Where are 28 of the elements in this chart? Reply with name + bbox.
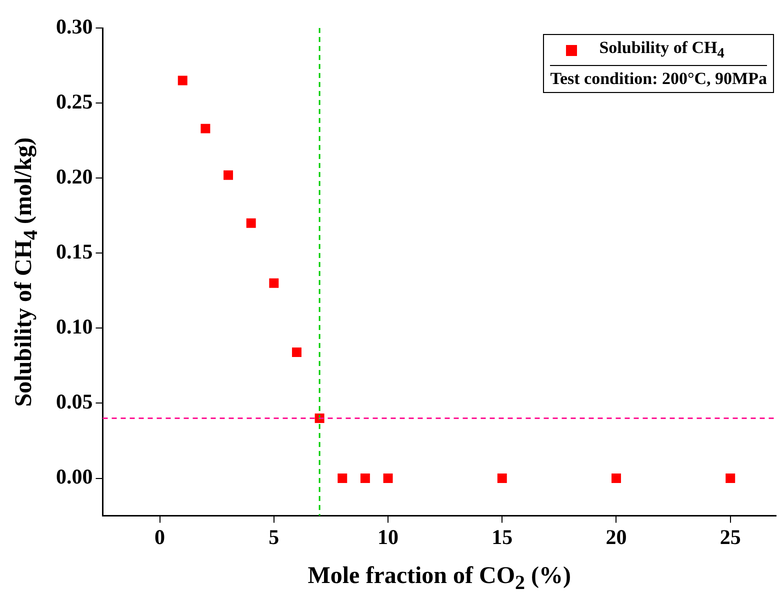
point [292,347,302,357]
point [269,278,279,288]
x-tick-label: 15 [492,524,513,549]
y-tick-label: 0.25 [56,89,93,114]
y-tick-label: 0.00 [56,464,93,489]
point [726,474,736,484]
x-tick-label: 10 [378,524,399,549]
point [224,170,234,180]
point [246,218,256,228]
point [178,76,188,86]
x-tick-label: 20 [606,524,627,549]
y-tick-label: 0.15 [56,240,93,264]
y-tick-label: 0.10 [56,314,93,339]
x-tick-label: 5 [268,524,280,549]
point [383,474,393,484]
point [338,474,348,484]
x-tick-label: 25 [720,524,741,549]
point [200,124,210,134]
point [360,474,370,484]
legend-label: Solubility of CH$_{4}$ [599,38,724,62]
y-tick-label: 0.20 [56,164,93,189]
point [612,474,621,484]
y-tick-label: 0.30 [56,14,93,38]
annotation: Test condition: 200°C, 90MPa [550,68,767,90]
y-tick-label: 0.05 [56,390,93,414]
x-axis-title: Mole fraction of CO$_{2}$ (%) [306,563,572,595]
x-tick-label: 0 [154,524,166,549]
point [497,474,507,484]
